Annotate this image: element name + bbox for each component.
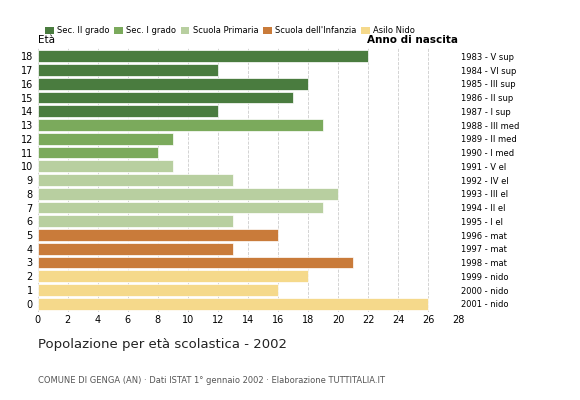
Text: Anno di nascita: Anno di nascita <box>367 35 458 45</box>
Legend: Sec. II grado, Sec. I grado, Scuola Primaria, Scuola dell'Infanzia, Asilo Nido: Sec. II grado, Sec. I grado, Scuola Prim… <box>42 23 418 38</box>
Bar <box>38 284 278 296</box>
Bar <box>38 147 158 158</box>
Bar <box>38 229 278 241</box>
Bar <box>38 133 173 144</box>
Bar <box>38 106 218 117</box>
Bar <box>38 160 173 172</box>
Bar <box>38 270 308 282</box>
Bar <box>38 257 353 268</box>
Text: Popolazione per età scolastica - 2002: Popolazione per età scolastica - 2002 <box>38 338 287 351</box>
Bar <box>38 298 428 310</box>
Text: COMUNE DI GENGA (AN) · Dati ISTAT 1° gennaio 2002 · Elaborazione TUTTITALIA.IT: COMUNE DI GENGA (AN) · Dati ISTAT 1° gen… <box>38 376 385 385</box>
Bar <box>38 174 233 186</box>
Bar <box>38 92 293 103</box>
Bar <box>38 78 308 90</box>
Bar <box>38 243 233 254</box>
Text: Età: Età <box>38 35 55 45</box>
Bar <box>38 50 368 62</box>
Bar <box>38 216 233 227</box>
Bar <box>38 188 338 200</box>
Bar <box>38 202 323 213</box>
Bar <box>38 64 218 76</box>
Bar <box>38 119 323 131</box>
